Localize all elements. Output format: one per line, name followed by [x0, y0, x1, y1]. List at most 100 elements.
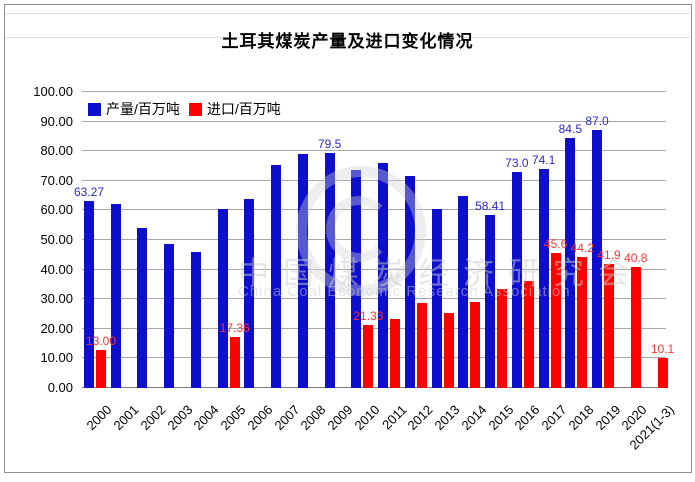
production-bar-2010 [351, 170, 362, 388]
background-line [5, 37, 690, 38]
bar-value-label: 21.33 [353, 308, 384, 323]
x-tick-label-2015: 2015 [485, 402, 517, 434]
import-bar-2012 [416, 303, 427, 388]
bar-value-label: 74.1 [531, 152, 556, 167]
production-bar-2012 [404, 176, 415, 388]
import-swatch-icon [188, 102, 202, 116]
y-axis-labels: 0.00 10.00 20.00 30.00 40.00 50.00 60.00 70.00 8… [0, 84, 77, 395]
y-tick-label: 80.00 [40, 143, 73, 159]
production-bar-2003 [164, 244, 175, 388]
bar-value-label: 45.6 [543, 237, 568, 252]
legend-label-production: 产量/百万吨 [106, 101, 180, 117]
bar-value-label: 17.36 [219, 320, 250, 335]
production-bar-2017 [538, 168, 549, 388]
bar-value-label: 44.2 [570, 241, 594, 256]
bar-value-label: 40.8 [624, 251, 648, 266]
gridline [82, 120, 666, 122]
x-tick-label-2003: 2003 [164, 402, 196, 434]
gridline [82, 150, 666, 152]
x-tick-label-2008: 2008 [297, 402, 329, 434]
y-tick-label: 0.00 [47, 380, 73, 395]
gridline [82, 357, 666, 359]
legend-item-production: 产量/百万吨 [88, 99, 180, 119]
bar-value-label: 58.41 [475, 199, 506, 214]
import-bar-2020 [630, 267, 641, 388]
production-swatch-icon [88, 102, 101, 116]
y-tick-label: 60.00 [40, 202, 73, 218]
x-tick-label-2001: 2001 [110, 402, 142, 434]
gridline [82, 179, 666, 181]
x-tick-label-2011: 2011 [378, 402, 410, 433]
y-tick-label: 30.00 [40, 291, 73, 307]
x-tick-label-2016: 2016 [511, 402, 543, 434]
background-line [5, 13, 690, 14]
production-bar-2007 [271, 164, 282, 388]
production-bar-2004 [190, 251, 201, 388]
legend-label-import: 进口/百万吨 [206, 101, 281, 117]
production-bar-2011 [378, 163, 389, 388]
chart-title: 土耳其煤炭产量及进口变化情况 [221, 32, 474, 51]
x-tick-label-2006: 2006 [244, 402, 276, 434]
production-bar-2015 [485, 215, 496, 388]
import-bar-2015 [497, 288, 508, 388]
legend-item-import: 进口/百万吨 [188, 99, 281, 119]
bar-value-label: 13.00 [85, 333, 117, 348]
import-bar-2018 [577, 257, 588, 388]
y-tick-label: 40.00 [40, 261, 73, 277]
bar-value-label: 63.27 [73, 184, 105, 199]
x-tick-label-2000: 2000 [83, 402, 116, 434]
x-tick-label-2007: 2007 [271, 402, 303, 434]
production-bar-2016 [511, 171, 522, 388]
x-tick-label-2002: 2002 [137, 402, 169, 434]
production-bar-2019 [592, 130, 603, 388]
bar-value-label: 73.0 [505, 155, 529, 170]
y-tick-label: 10.00 [40, 350, 73, 366]
bar-value-label: 41.9 [597, 247, 621, 262]
import-bar-2005 [229, 336, 240, 388]
bar-value-label: 79.5 [317, 136, 342, 151]
production-bar-2013 [431, 208, 442, 388]
import-bar-2014 [470, 302, 481, 388]
x-tick-label-2009: 2009 [324, 402, 356, 434]
plot-area: 63.27 79.5 58.41 73.0 74.1 84.5 87.0 13.00 17.36… [74, 91, 674, 388]
x-tick-label-2019: 2019 [592, 402, 624, 434]
import-bar-2017 [550, 253, 561, 388]
x-axis-labels: 2000 2001 2002 2003 2004 2005 2006 2007 2008 2009… [82, 392, 677, 470]
import-bar-2000 [96, 349, 106, 388]
x-tick-label-2014: 2014 [458, 402, 490, 434]
gridline [82, 91, 666, 92]
gridline [82, 268, 666, 270]
x-tick-label-2017: 2017 [538, 402, 570, 434]
x-tick-label-2004: 2004 [190, 402, 222, 434]
x-tick-label-2012: 2012 [404, 402, 436, 434]
y-tick-label: 90.00 [40, 113, 73, 129]
x-tick-label-2010: 2010 [351, 402, 383, 434]
bar-value-label: 87.0 [585, 114, 609, 129]
import-bar-2016 [523, 281, 534, 388]
import-bar-2019 [604, 263, 615, 388]
import-bar-2013 [443, 312, 454, 388]
y-tick-label: 100.00 [33, 84, 73, 99]
x-tick-label-2018: 2018 [565, 402, 597, 434]
gridline [82, 387, 666, 388]
chart-legend: 产量/百万吨 进口/百万吨 [88, 99, 281, 119]
production-bar-2014 [458, 195, 469, 388]
production-bar-2009 [324, 152, 335, 388]
bar-value-label: 84.5 [558, 121, 582, 136]
gridline [82, 209, 666, 211]
y-tick-label: 70.00 [40, 172, 73, 188]
production-bar-2018 [565, 137, 576, 388]
gridline [82, 239, 666, 240]
x-tick-label-2013: 2013 [431, 402, 463, 434]
import-bar-2021(1-3) [657, 358, 668, 388]
bar-value-label: 10.1 [650, 342, 675, 357]
import-bar-2011 [390, 318, 401, 388]
x-tick-label-2005: 2005 [217, 402, 249, 434]
y-tick-label: 20.00 [40, 320, 73, 336]
production-bar-2006 [244, 198, 255, 388]
gridline [82, 298, 666, 300]
y-tick-label: 50.00 [40, 232, 73, 247]
import-bar-2010 [363, 324, 374, 388]
gridline [82, 327, 666, 329]
production-bar-2000 [84, 200, 94, 388]
